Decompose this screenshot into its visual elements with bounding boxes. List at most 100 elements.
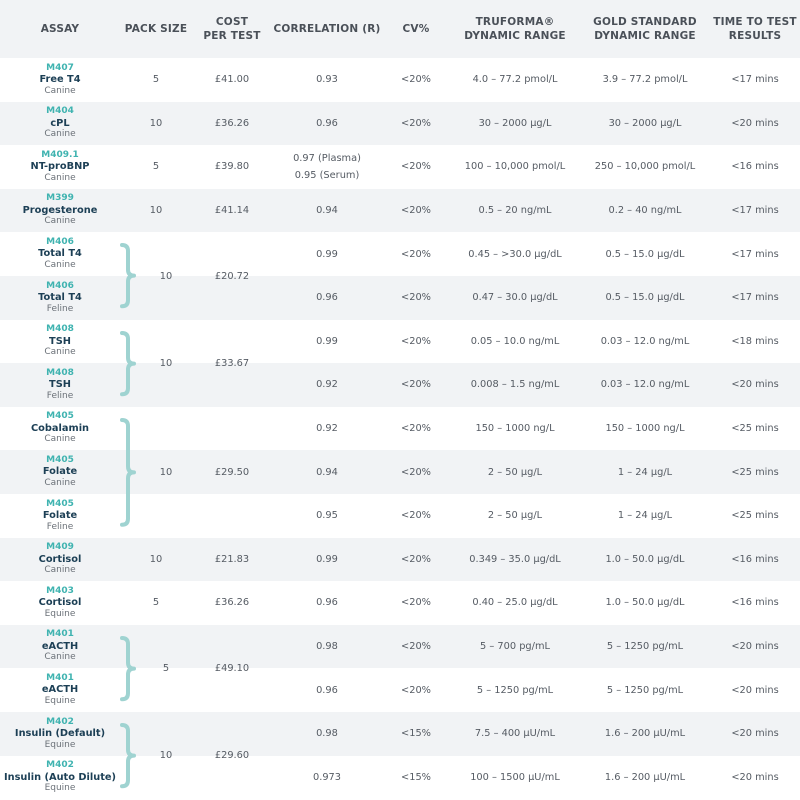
assay-species: Feline [46, 390, 74, 401]
correlation-value: 0.92 [316, 379, 338, 391]
truforma-range-cell: 0.40 – 25.0 µg/dL [472, 597, 558, 609]
time-to-result-cell: <25 mins [731, 466, 779, 478]
correlation-value: 0.99 [316, 248, 338, 260]
time-to-result-cell: <16 mins [731, 597, 779, 609]
assay-name: Total T4 [38, 292, 82, 304]
time-to-result-cell: <20 mins [731, 117, 779, 129]
cost-per-test-cell: £41.00 [214, 74, 250, 86]
group-cost: £33.67 [214, 357, 250, 369]
time-to-result-cell: <20 mins [731, 684, 779, 696]
time-to-result-cell: <20 mins [731, 379, 779, 391]
assay-name: Cobalamin [30, 422, 90, 434]
correlation-cell: 0.99 [272, 320, 382, 364]
assay-species: Equine [44, 608, 76, 619]
table-row: M405 Cobalamin Canine 0.92 <20% 150 – 1000 ng… [0, 407, 800, 451]
time-to-result-cell: <25 mins [731, 510, 779, 522]
correlation-cell: 0.96 [272, 581, 382, 625]
assay-cell: M408 TSH Canine [0, 320, 120, 364]
truforma-range-cell: 7.5 – 400 µU/mL [474, 728, 556, 740]
truforma-range-cell: 2 – 50 µg/L [487, 510, 543, 522]
correlation-value: 0.96 [316, 292, 338, 304]
table-row: M402 Insulin (Auto Dilute) Equine 0.973 <15%… [0, 756, 800, 800]
brace-icon [120, 417, 136, 527]
gold-standard-range-cell: 0.5 – 15.0 µg/dL [605, 248, 685, 260]
cv-cell: <20% [401, 248, 431, 260]
cost-per-test-cell: £36.26 [214, 597, 250, 609]
gold-standard-range-cell: 1.6 – 200 µU/mL [604, 771, 686, 783]
cost-per-test-cell [192, 407, 272, 451]
gold-standard-range-cell: 1.0 – 50.0 µg/dL [605, 597, 685, 609]
assay-cell: M404 cPL Canine [0, 102, 120, 146]
correlation-value: 0.95 (Serum) [294, 169, 360, 181]
correlation-value: 0.98 [316, 641, 338, 653]
assay-code: M408 [46, 324, 74, 335]
pack-size-cell: 10 [149, 205, 163, 217]
column-header-gold-standard-range: GOLD STANDARD DYNAMIC RANGE [593, 16, 697, 42]
correlation-value: 0.96 [316, 597, 338, 609]
table-row: M409 Cortisol Canine 10 £21.83 0.99 <20% 0.349 … [0, 537, 800, 582]
cv-cell: <20% [401, 466, 431, 478]
correlation-cell: 0.99 [272, 232, 382, 276]
cv-cell: <20% [401, 379, 431, 391]
correlation-value: 0.95 [316, 510, 338, 522]
assay-code: M402 [46, 760, 74, 771]
assay-code: M405 [46, 411, 74, 422]
assay-cell: M407 Free T4 Canine [0, 58, 120, 102]
brace-icon [120, 635, 136, 701]
gold-standard-range-cell: 1 – 24 µg/L [617, 510, 673, 522]
assay-cell: M409.1 NT-proBNP Canine [0, 145, 120, 189]
correlation-cell: 0.99 [272, 538, 382, 582]
correlation-value: 0.92 [316, 423, 338, 435]
pack-size-cell: 5 [152, 161, 160, 173]
truforma-range-cell: 0.349 – 35.0 µg/dL [469, 553, 561, 565]
gold-standard-range-cell: 5 – 1250 pg/mL [606, 684, 684, 696]
group-pack-size: 10 [159, 270, 173, 282]
assay-species: Canine [44, 565, 76, 576]
table-row: M403 Cortisol Equine 5 £36.26 0.96 <20% 0.40 – … [0, 581, 800, 625]
table-row: M405 Folate Feline 0.95 <20% 2 – 50 µg/L 1 – 2… [0, 494, 800, 538]
assay-code: M399 [46, 193, 74, 204]
assay-cell: M401 eACTH Equine [0, 668, 120, 712]
cost-per-test-cell: £36.26 [214, 117, 250, 129]
pack-size-cell: 5 [152, 74, 160, 86]
gold-standard-range-cell: 0.5 – 15.0 µg/dL [605, 292, 685, 304]
assay-species: Canine [44, 652, 76, 663]
correlation-value: 0.94 [316, 466, 338, 478]
assay-species: Canine [44, 129, 76, 140]
time-to-result-cell: <20 mins [731, 641, 779, 653]
group-pack-size: 5 [162, 662, 170, 674]
time-to-result-cell: <16 mins [731, 553, 779, 565]
table-row: M402 Insulin (Default) Equine 0.98 <15% 7.5 –… [0, 712, 800, 756]
table-row: M406 Total T4 Feline 0.96 <20% 0.47 – 30.0 µg… [0, 276, 800, 320]
correlation-cell: 0.96 [272, 102, 382, 146]
group-pack-size: 10 [159, 466, 173, 478]
time-to-result-cell: <16 mins [731, 161, 779, 173]
assay-cell: M401 eACTH Canine [0, 625, 120, 669]
assay-code: M404 [46, 106, 74, 117]
pack-size-cell: 10 [149, 553, 163, 565]
correlation-cell: 0.93 [272, 58, 382, 102]
assay-species: Equine [44, 695, 76, 706]
correlation-value: 0.973 [312, 771, 342, 783]
brace-icon [120, 330, 136, 396]
cv-cell: <20% [401, 684, 431, 696]
group-cost: £29.50 [214, 466, 250, 478]
cv-cell: <20% [401, 510, 431, 522]
table-row: M409.1 NT-proBNP Canine 5 £39.80 0.97 (Plasma… [0, 145, 800, 189]
assay-code: M401 [46, 629, 74, 640]
correlation-cell: 0.98 [272, 625, 382, 669]
table-row: M401 eACTH Equine 0.96 <20% 5 – 1250 pg/mL 5 –… [0, 668, 800, 712]
correlation-cell: 0.96 [272, 276, 382, 320]
assay-cell: M409 Cortisol Canine [0, 538, 120, 582]
correlation-cell: 0.92 [272, 407, 382, 451]
assay-cell: M399 Progesterone Canine [0, 189, 120, 233]
cv-cell: <20% [401, 335, 431, 347]
cost-per-test-cell [192, 494, 272, 538]
truforma-range-cell: 2 – 50 µg/L [487, 466, 543, 478]
gold-standard-range-cell: 250 – 10,000 pmol/L [594, 161, 696, 173]
gold-standard-range-cell: 0.03 – 12.0 ng/mL [600, 379, 690, 391]
assay-code: M403 [46, 585, 74, 596]
group-cost: £49.10 [214, 662, 250, 674]
time-to-result-cell: <17 mins [731, 205, 779, 217]
column-header-correlation: CORRELATION (R) [273, 23, 381, 35]
